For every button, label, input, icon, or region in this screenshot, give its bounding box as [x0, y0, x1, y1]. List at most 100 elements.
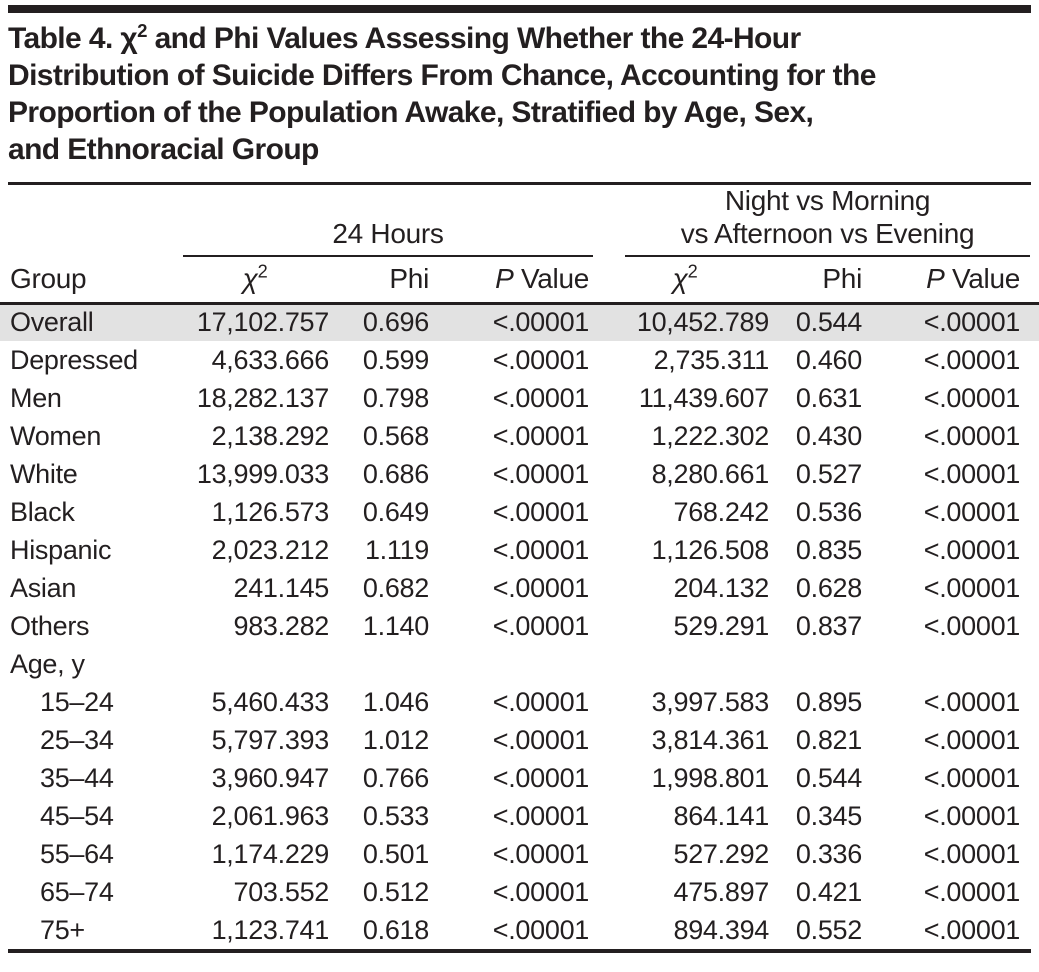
- title-line-3: Proportion of the Population Awake, Stra…: [8, 96, 814, 129]
- value-cell: 1,126.508: [651, 534, 770, 565]
- value-cell: 0.835: [795, 534, 862, 565]
- table-top-rule: [8, 5, 1031, 13]
- table-row: Men 18,282.137 0.798 <.00001 11,439.607 0.631…: [0, 379, 1039, 417]
- column-header-p-value-2: P Value: [926, 262, 1021, 294]
- value-cell: 2,023.212: [211, 534, 330, 565]
- value-cell: <.00001: [492, 458, 590, 489]
- value-cell: <.00001: [492, 307, 590, 338]
- table-row: Asian 241.145 0.682 <.00001 204.132 0.628 <.00…: [0, 569, 1039, 607]
- value-cell: <.00001: [923, 724, 1021, 755]
- table-bottom-rule: [8, 949, 1031, 953]
- value-cell: <.00001: [492, 800, 590, 831]
- value-cell: <.00001: [923, 838, 1021, 869]
- column-group-night-label-line1: Night vs Morning: [724, 185, 931, 216]
- value-cell: 0.798: [362, 382, 429, 413]
- value-cell: <.00001: [923, 686, 1021, 717]
- value-cell: 1,123.741: [211, 914, 330, 945]
- value-cell: 894.394: [673, 914, 770, 945]
- value-cell: 204.132: [673, 572, 770, 603]
- value-cell: 3,814.361: [651, 724, 770, 755]
- value-cell: 1.046: [362, 686, 429, 717]
- value-cell: 527.292: [673, 838, 770, 869]
- value-cell: 0.460: [795, 344, 862, 375]
- row-group-label: 65–74: [40, 876, 114, 907]
- value-cell: 0.544: [795, 307, 862, 338]
- table-row: Black 1,126.573 0.649 <.00001 768.242 0.536 <.…: [0, 493, 1039, 531]
- table-body: Overall 17,102.757 0.696 <.00001 10,452.789 0…: [0, 303, 1039, 949]
- value-cell: 1,998.801: [651, 762, 770, 793]
- value-cell: 768.242: [673, 496, 770, 527]
- value-cell: <.00001: [492, 762, 590, 793]
- row-group-label: 35–44: [40, 762, 114, 793]
- column-header-chi-squared-2: χ2: [672, 261, 698, 294]
- row-group-label: Asian: [10, 572, 77, 603]
- value-cell: <.00001: [492, 534, 590, 565]
- title-line-1: Table 4. χ2 and Phi Values Assessing Whe…: [8, 20, 801, 55]
- value-cell: <.00001: [923, 307, 1021, 338]
- column-header-chi-squared-1: χ2: [242, 261, 268, 294]
- value-cell: 0.766: [362, 762, 429, 793]
- column-group-24-hours: 24 Hours: [175, 185, 595, 257]
- value-cell: 864.141: [673, 800, 770, 831]
- value-cell: 0.430: [795, 420, 862, 451]
- value-cell: <.00001: [492, 382, 590, 413]
- column-header-group: Group: [10, 262, 87, 294]
- row-group-label: 15–24: [40, 686, 114, 717]
- table-row: 55–64 1,174.229 0.501 <.00001 527.292 0.336 <.…: [0, 835, 1039, 873]
- spanner-empty-cell: [0, 185, 175, 257]
- value-cell: 475.897: [673, 876, 770, 907]
- title-line-2: Distribution of Suicide Differs From Cha…: [8, 59, 876, 92]
- column-header-phi-1: Phi: [389, 262, 429, 294]
- value-cell: <.00001: [923, 420, 1021, 451]
- value-cell: 8,280.661: [651, 458, 770, 489]
- row-group-label: Hispanic: [10, 534, 112, 565]
- value-cell: <.00001: [923, 382, 1021, 413]
- table-row: Age, y: [0, 645, 1039, 683]
- value-cell: 17,102.757: [196, 307, 329, 338]
- value-cell: <.00001: [923, 344, 1021, 375]
- row-group-label: Depressed: [10, 344, 138, 375]
- value-cell: 5,797.393: [211, 724, 330, 755]
- value-cell: 0.533: [362, 800, 429, 831]
- value-cell: <.00001: [492, 876, 590, 907]
- table-row: Hispanic 2,023.212 1.119 <.00001 1,126.508 0.…: [0, 531, 1039, 569]
- value-cell: 241.145: [233, 572, 330, 603]
- row-group-label: Black: [10, 496, 75, 527]
- value-cell: 10,452.789: [636, 307, 769, 338]
- value-cell: 3,997.583: [651, 686, 770, 717]
- column-group-24-hours-label: 24 Hours: [332, 218, 444, 249]
- value-cell: 0.345: [795, 800, 862, 831]
- value-cell: 0.682: [362, 572, 429, 603]
- table-row: 75+ 1,123.741 0.618 <.00001 894.394 0.552 <.00…: [0, 911, 1039, 949]
- stats-table: 24 Hours Night vs Morning vs Afternoon v…: [0, 185, 1039, 949]
- value-cell: 0.631: [795, 382, 862, 413]
- value-cell: 3,960.947: [211, 762, 330, 793]
- value-cell: <.00001: [492, 838, 590, 869]
- value-cell: 0.696: [362, 307, 429, 338]
- value-cell: <.00001: [492, 420, 590, 451]
- row-group-label: 45–54: [40, 800, 114, 831]
- table-row: Others 983.282 1.140 <.00001 529.291 0.837 <.0…: [0, 607, 1039, 645]
- value-cell: 983.282: [233, 610, 330, 641]
- column-header-p-value-1: P Value: [495, 262, 589, 294]
- column-group-night-label-line2: vs Afternoon vs Evening: [680, 218, 975, 249]
- value-cell: 1.119: [364, 534, 429, 565]
- table-row: Women 2,138.292 0.568 <.00001 1,222.302 0.430…: [0, 417, 1039, 455]
- row-group-label: Others: [10, 610, 90, 641]
- value-cell: 0.527: [795, 458, 862, 489]
- value-cell: 2,735.311: [653, 344, 770, 375]
- row-group-label: 75+: [40, 914, 85, 945]
- value-cell: 0.821: [795, 724, 862, 755]
- value-cell: <.00001: [492, 344, 590, 375]
- value-cell: 0.536: [795, 496, 862, 527]
- value-cell: 0.599: [362, 344, 429, 375]
- row-group-label: White: [10, 458, 78, 489]
- column-header-row: Group χ2 Phi P Value χ2 Phi P Value: [0, 257, 1039, 303]
- value-cell: 4,633.666: [211, 344, 330, 375]
- value-cell: 0.837: [795, 610, 862, 641]
- value-cell: 0.421: [795, 876, 862, 907]
- table-row: Depressed 4,633.666 0.599 <.00001 2,735.311 0…: [0, 341, 1039, 379]
- value-cell: 0.568: [362, 420, 429, 451]
- empty-value-cell: [175, 645, 1039, 683]
- value-cell: 0.544: [795, 762, 862, 793]
